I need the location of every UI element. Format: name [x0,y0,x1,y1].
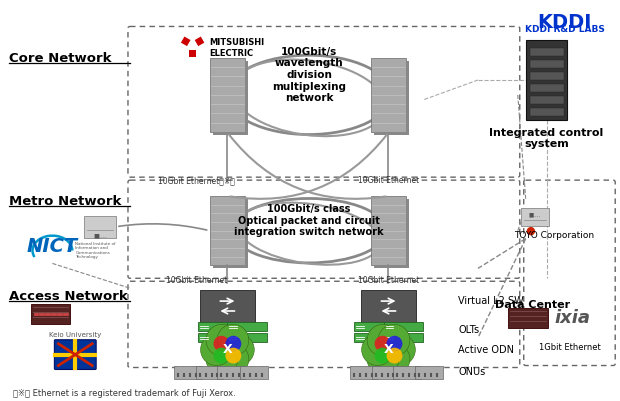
Bar [213,265,248,268]
Text: ●: ● [526,226,536,236]
Bar [529,48,564,56]
Bar [198,333,237,342]
Bar [384,333,423,342]
Text: National Institute of
Information and
Communications
Technology: National Institute of Information and Co… [75,242,116,259]
Bar [521,208,549,226]
Circle shape [386,348,402,364]
Circle shape [361,334,394,366]
Bar [406,61,409,135]
Circle shape [217,324,249,356]
Text: Active ODN: Active ODN [458,344,514,354]
Bar [374,132,409,135]
Text: ONUs: ONUs [458,367,485,377]
Text: TOYO Corporation: TOYO Corporation [515,231,595,240]
Text: 1Gbit Ethernet: 1Gbit Ethernet [539,343,600,352]
Text: MITSUBISHI
ELECTRIC: MITSUBISHI ELECTRIC [210,38,265,58]
Text: Core Network: Core Network [9,52,111,65]
Bar [529,72,564,80]
Circle shape [378,324,410,356]
Circle shape [386,336,402,352]
Bar [241,366,268,379]
Bar [374,265,409,268]
Circle shape [367,343,399,375]
Bar [195,366,223,379]
Bar [361,290,416,322]
Circle shape [200,334,232,366]
Text: Access Network: Access Network [9,290,127,303]
Bar [353,322,394,331]
Bar [210,196,245,265]
Bar [350,366,378,379]
Bar [529,108,564,116]
Bar [353,333,394,342]
Text: Keio University: Keio University [49,332,102,338]
Text: 100Gbit/s class
Optical packet and circuit
integration switch network: 100Gbit/s class Optical packet and circu… [234,204,384,237]
Bar [228,333,267,342]
Text: KDDI: KDDI [538,12,591,32]
Text: X: X [223,343,232,356]
Text: （※） Ethernet is a registered trademark of Fuji Xerox.: （※） Ethernet is a registered trademark o… [12,389,236,398]
Bar [526,41,567,119]
Text: 10Gbit Ethernet: 10Gbit Ethernet [166,276,227,285]
Text: ■....: ■.... [528,213,541,217]
Bar [406,199,409,268]
Bar [371,58,406,132]
Bar [200,290,255,322]
Bar [213,132,248,135]
FancyBboxPatch shape [55,340,96,369]
Text: ixia: ixia [554,309,590,327]
Circle shape [213,336,229,352]
Circle shape [213,348,229,364]
Circle shape [226,348,241,364]
Circle shape [367,324,399,356]
Circle shape [217,343,249,375]
Circle shape [384,334,415,366]
Circle shape [378,343,410,375]
Circle shape [374,336,391,352]
Circle shape [206,324,238,356]
Circle shape [223,334,254,366]
Text: Virtual L2 SW: Virtual L2 SW [458,296,524,306]
Circle shape [374,348,391,364]
Bar [384,322,423,331]
Text: OLTs: OLTs [458,325,479,335]
Text: KDDI R&D LABS: KDDI R&D LABS [525,26,604,34]
Circle shape [206,343,238,375]
Text: 100Gbit/s
wavelength
division
multiplexing
network: 100Gbit/s wavelength division multiplexi… [272,47,346,103]
Bar [529,96,564,104]
Circle shape [226,336,241,352]
Text: Integrated control
system: Integrated control system [489,128,604,149]
Text: Data Center: Data Center [495,300,570,310]
Bar [415,366,443,379]
Text: 10Gbit Ethernet: 10Gbit Ethernet [358,176,419,185]
Bar [84,216,116,238]
Text: Metro Network: Metro Network [9,195,121,208]
Bar [529,60,564,68]
Bar [210,58,245,132]
Bar [394,366,422,379]
Bar [245,61,248,135]
Bar [228,322,267,331]
Bar [30,304,70,324]
Text: NICT: NICT [27,237,78,256]
Bar [529,84,564,92]
Bar [371,196,406,265]
Text: 10Gbit Ethernet（※）: 10Gbit Ethernet（※） [158,176,235,185]
Bar [371,366,399,379]
Bar [198,322,237,331]
Text: X: X [384,343,393,356]
Bar [174,366,202,379]
Bar [508,308,547,328]
Bar [245,199,248,268]
Bar [218,366,246,379]
Text: 10Gbit Ethernet: 10Gbit Ethernet [358,276,419,285]
Text: ■....: ■.... [93,233,107,238]
